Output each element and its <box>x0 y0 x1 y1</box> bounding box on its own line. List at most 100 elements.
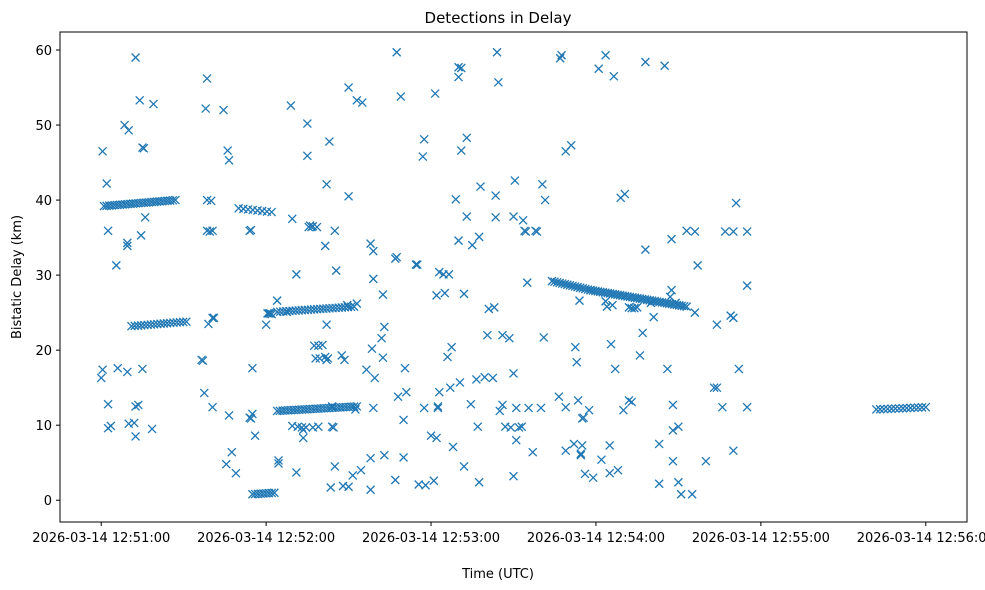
x-tick-label: 2026-03-14 12:53:00 <box>362 531 500 546</box>
data-point <box>209 313 219 323</box>
data-point <box>421 480 431 490</box>
data-point <box>566 140 576 150</box>
data-point <box>390 475 400 485</box>
data-point <box>609 71 619 81</box>
x-axis-label: Time (UTC) <box>461 567 534 582</box>
data-point <box>693 260 703 270</box>
data-point <box>393 392 403 402</box>
data-point <box>223 146 233 156</box>
data-point <box>517 422 527 432</box>
data-point <box>444 269 454 279</box>
data-point <box>562 280 572 290</box>
data-point <box>909 403 919 413</box>
data-point <box>576 449 586 459</box>
data-point <box>379 450 389 460</box>
data-point <box>454 62 463 72</box>
data-point <box>170 195 180 205</box>
data-point <box>454 72 463 82</box>
data-point <box>624 395 634 405</box>
data-point <box>524 403 534 413</box>
data-point <box>313 422 323 432</box>
data-point <box>573 395 583 405</box>
data-point <box>133 400 143 410</box>
data-point <box>426 431 436 441</box>
data-point <box>122 238 132 248</box>
data-point <box>122 241 132 251</box>
data-point <box>605 468 615 478</box>
data-point <box>561 446 571 456</box>
data-point <box>605 441 615 450</box>
data-point <box>498 330 507 340</box>
data-point <box>579 413 589 423</box>
data-point <box>522 278 532 288</box>
data-point <box>400 363 410 373</box>
data-point <box>430 89 440 98</box>
data-point <box>298 433 308 443</box>
data-point <box>673 422 683 432</box>
data-point <box>231 468 241 478</box>
data-point <box>208 402 218 412</box>
data-point <box>201 104 211 113</box>
data-point <box>454 236 463 246</box>
data-point <box>322 320 332 330</box>
data-point <box>267 309 277 319</box>
data-point <box>352 401 362 411</box>
data-point <box>287 214 297 224</box>
data-point <box>506 422 516 432</box>
data-point <box>122 367 132 377</box>
data-point <box>368 403 378 413</box>
data-point <box>871 404 881 414</box>
data-point <box>140 212 150 222</box>
data-point <box>106 421 116 431</box>
data-point <box>557 50 567 60</box>
x-axis: 2026-03-14 12:51:00 2026-03-14 12:52:00 20… <box>32 522 985 546</box>
data-point <box>344 83 354 92</box>
data-point <box>536 403 546 413</box>
data-point <box>291 269 301 279</box>
data-point <box>368 246 378 256</box>
data-point <box>272 296 282 306</box>
data-point <box>570 342 580 352</box>
data-point <box>570 282 580 291</box>
data-point <box>396 92 406 101</box>
data-point <box>462 212 472 222</box>
y-tick-label: 20 <box>35 344 52 359</box>
data-point <box>476 182 485 192</box>
data-point <box>578 283 588 293</box>
data-point <box>349 402 359 412</box>
data-point <box>411 260 421 270</box>
data-point <box>120 120 130 130</box>
data-point <box>575 283 585 293</box>
data-point <box>456 63 466 73</box>
data-point <box>668 425 678 435</box>
data-point <box>557 279 567 288</box>
data-point <box>561 402 571 412</box>
data-point <box>668 400 678 410</box>
data-point <box>565 280 575 290</box>
data-point <box>610 364 620 374</box>
data-point <box>602 302 612 312</box>
data-point <box>274 459 283 468</box>
data-point <box>392 252 402 262</box>
data-point <box>361 365 371 375</box>
data-point <box>351 404 360 414</box>
data-point <box>348 471 358 480</box>
y-tick-label: 50 <box>35 119 52 134</box>
data-point <box>518 215 528 225</box>
data-point <box>894 403 904 413</box>
data-point <box>532 227 542 237</box>
data-point <box>247 363 257 373</box>
chart-title: Detections in Delay <box>425 9 572 27</box>
data-point <box>495 406 505 416</box>
data-point <box>569 439 579 449</box>
data-point <box>367 344 377 354</box>
data-point <box>286 101 296 110</box>
data-point <box>320 241 330 251</box>
x-tick-label: 2026-03-14 12:52:00 <box>197 531 335 546</box>
data-point <box>613 465 623 475</box>
data-point <box>344 482 354 492</box>
data-point <box>638 328 648 338</box>
data-point <box>552 277 562 287</box>
data-point <box>528 447 538 457</box>
